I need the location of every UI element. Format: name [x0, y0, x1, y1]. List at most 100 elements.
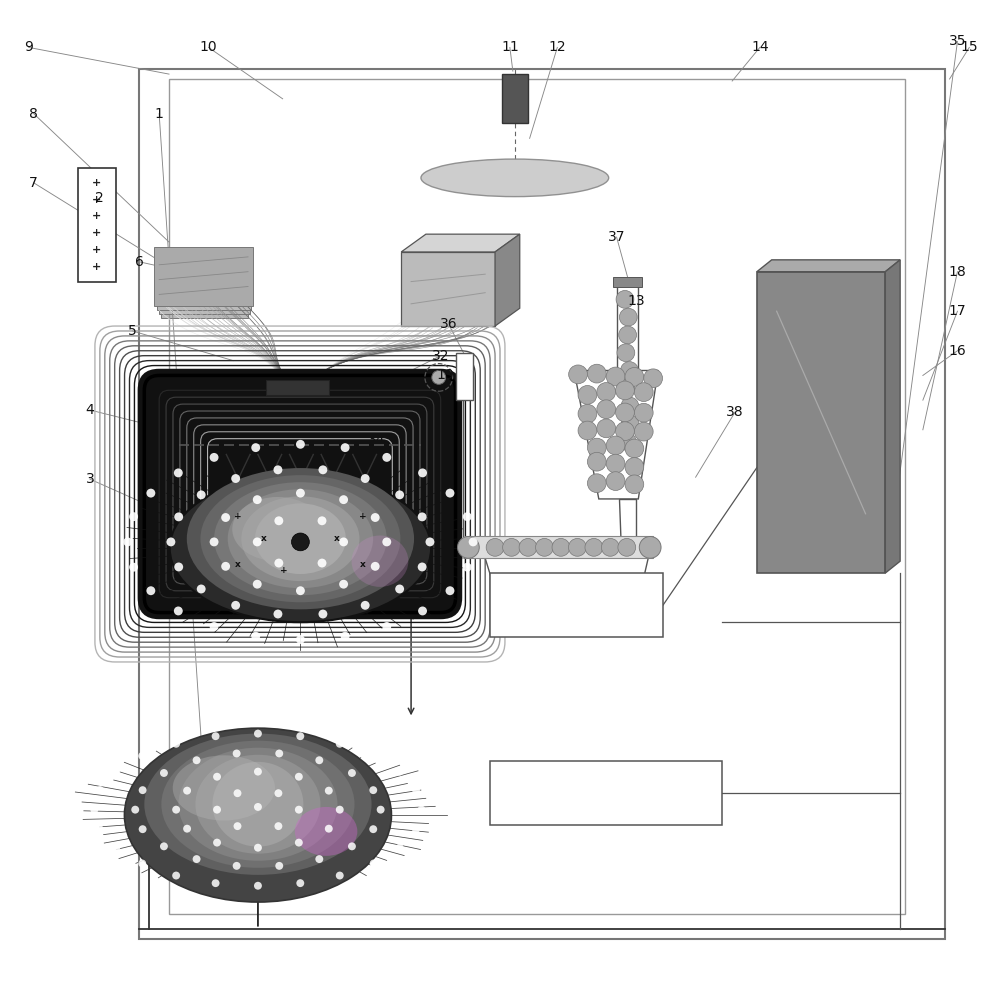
Circle shape — [296, 586, 305, 595]
Text: 10: 10 — [200, 41, 217, 54]
Bar — [169, 79, 905, 914]
Text: 35: 35 — [949, 35, 966, 48]
Ellipse shape — [228, 489, 373, 588]
Circle shape — [619, 308, 637, 326]
Circle shape — [418, 513, 427, 522]
Circle shape — [166, 537, 175, 546]
Circle shape — [634, 422, 653, 441]
Circle shape — [382, 453, 391, 461]
Circle shape — [621, 362, 638, 379]
Circle shape — [336, 806, 344, 814]
Circle shape — [112, 768, 120, 776]
Text: x: x — [261, 535, 267, 543]
Circle shape — [463, 512, 472, 521]
Circle shape — [253, 495, 262, 504]
Circle shape — [197, 585, 206, 594]
Circle shape — [371, 562, 380, 571]
Circle shape — [172, 871, 180, 879]
Circle shape — [336, 740, 344, 748]
Circle shape — [251, 444, 260, 453]
Circle shape — [587, 365, 606, 383]
Circle shape — [233, 750, 241, 758]
Circle shape — [221, 513, 230, 522]
Bar — [490, 573, 663, 637]
Circle shape — [587, 474, 606, 493]
Circle shape — [339, 580, 348, 589]
Circle shape — [253, 580, 262, 589]
Circle shape — [634, 403, 653, 422]
Circle shape — [131, 806, 139, 814]
Circle shape — [183, 786, 191, 794]
Bar — [161, 257, 248, 318]
Circle shape — [296, 440, 305, 449]
Text: x: x — [334, 535, 340, 543]
Text: 1: 1 — [155, 107, 164, 121]
Circle shape — [377, 806, 385, 814]
Circle shape — [274, 558, 283, 567]
Text: +: + — [92, 211, 102, 221]
Text: 16: 16 — [949, 344, 966, 358]
Text: 12: 12 — [548, 41, 566, 54]
Text: 6: 6 — [135, 255, 144, 269]
Circle shape — [369, 825, 377, 833]
Circle shape — [618, 433, 636, 451]
Circle shape — [254, 844, 262, 852]
Circle shape — [123, 537, 132, 546]
Text: 19: 19 — [437, 369, 455, 382]
Circle shape — [213, 773, 221, 781]
Circle shape — [412, 786, 420, 794]
Circle shape — [625, 475, 644, 494]
Circle shape — [446, 586, 454, 595]
Circle shape — [361, 474, 370, 483]
Circle shape — [569, 538, 586, 556]
Circle shape — [251, 631, 260, 640]
Circle shape — [253, 537, 262, 546]
Circle shape — [361, 601, 370, 610]
Circle shape — [138, 860, 146, 867]
Text: +: + — [359, 512, 367, 521]
Circle shape — [146, 489, 155, 498]
Polygon shape — [495, 234, 520, 326]
Ellipse shape — [170, 474, 431, 622]
Circle shape — [382, 622, 391, 631]
Polygon shape — [485, 558, 648, 622]
Circle shape — [274, 822, 282, 830]
Circle shape — [621, 397, 639, 415]
Circle shape — [634, 382, 653, 401]
Text: +: + — [234, 512, 242, 521]
Circle shape — [616, 290, 634, 308]
Circle shape — [254, 803, 262, 811]
Circle shape — [213, 839, 221, 847]
Text: +: + — [92, 228, 102, 238]
Circle shape — [396, 844, 404, 852]
Circle shape — [503, 538, 520, 556]
Bar — [266, 380, 329, 395]
Circle shape — [395, 585, 404, 594]
Text: 37: 37 — [608, 230, 625, 244]
Circle shape — [348, 843, 356, 851]
Circle shape — [339, 537, 348, 546]
Circle shape — [396, 768, 404, 776]
Circle shape — [254, 729, 262, 737]
Text: 14: 14 — [751, 41, 769, 54]
Circle shape — [210, 622, 219, 631]
Circle shape — [90, 806, 98, 814]
Ellipse shape — [212, 762, 303, 847]
Bar — [456, 353, 473, 400]
Circle shape — [639, 536, 661, 558]
Bar — [157, 250, 251, 310]
Circle shape — [296, 489, 305, 498]
Circle shape — [174, 468, 183, 477]
Circle shape — [418, 607, 427, 616]
Circle shape — [172, 740, 180, 748]
Circle shape — [625, 368, 644, 386]
Circle shape — [616, 403, 634, 422]
Ellipse shape — [124, 728, 391, 902]
Circle shape — [160, 769, 168, 777]
Circle shape — [212, 879, 220, 887]
Circle shape — [463, 563, 472, 572]
Circle shape — [296, 879, 304, 887]
Bar — [465, 536, 653, 558]
Circle shape — [318, 610, 327, 618]
Ellipse shape — [352, 535, 408, 587]
